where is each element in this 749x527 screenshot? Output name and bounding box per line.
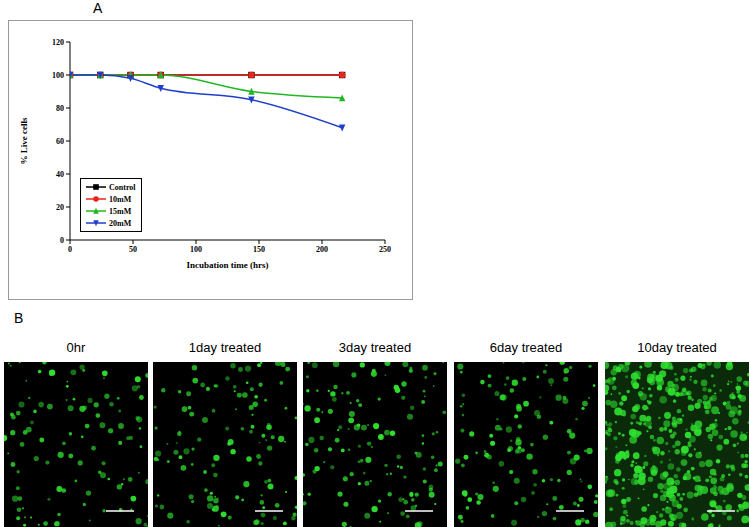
- html-text:10day treated: 10day treated: [637, 340, 717, 355]
- html-text:10mM: 10mM: [109, 194, 132, 204]
- svg-text:60: 60: [56, 137, 64, 146]
- html-text:B: B: [14, 310, 24, 326]
- svg-text:50: 50: [129, 245, 137, 254]
- svg-text:80: 80: [56, 104, 64, 113]
- svg-text:250: 250: [379, 245, 391, 254]
- svg-text:200: 200: [316, 245, 328, 254]
- svg-text:20: 20: [56, 203, 64, 212]
- html-text:A: A: [93, 0, 103, 16]
- svg-text:120: 120: [52, 38, 64, 47]
- svg-text:Incubation time (hrs): Incubation time (hrs): [186, 260, 268, 270]
- svg-text:40: 40: [56, 170, 64, 179]
- svg-text:100: 100: [52, 71, 64, 80]
- html-text:Control: Control: [109, 182, 136, 192]
- svg-text:150: 150: [253, 245, 265, 254]
- html-text:0hr: 0hr: [66, 340, 86, 355]
- svg-text:0: 0: [68, 245, 72, 254]
- html-text:20mM: 20mM: [109, 218, 132, 228]
- svg-text:% Live cells: % Live cells: [19, 117, 29, 164]
- html-text:15mM: 15mM: [109, 206, 132, 216]
- html-text:6day treated: 6day treated: [489, 340, 563, 355]
- svg-text:0: 0: [60, 236, 64, 245]
- html-text:1day treated: 1day treated: [188, 340, 262, 355]
- html-text:3day treated: 3day treated: [338, 340, 412, 355]
- svg-text:100: 100: [190, 245, 202, 254]
